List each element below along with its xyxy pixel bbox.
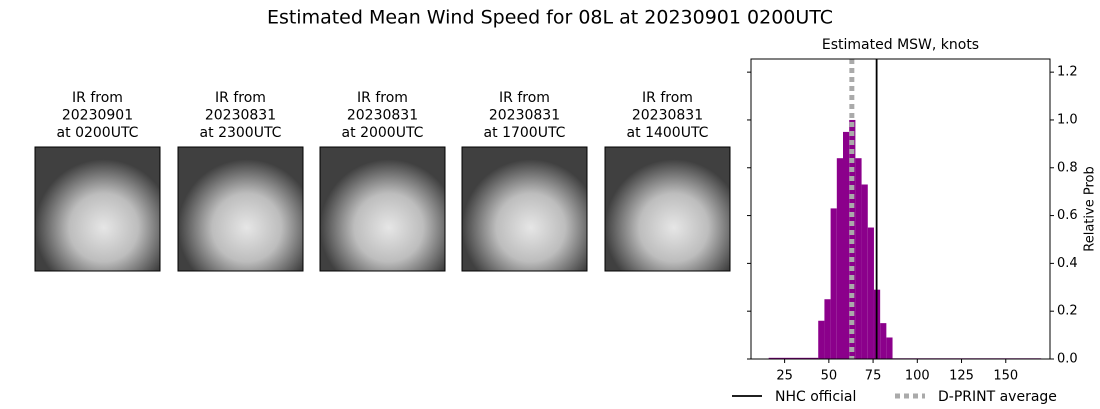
panel-caption: at 1700UTC xyxy=(484,125,566,141)
y-tick-label: 0.4 xyxy=(1057,256,1078,271)
ir-image xyxy=(319,146,446,272)
figure-title: Estimated Mean Wind Speed for 08L at 202… xyxy=(267,7,833,29)
hist-bar xyxy=(855,158,862,359)
panel-caption: IR from xyxy=(357,90,408,106)
ir-image xyxy=(461,146,588,272)
legend-label: D-PRINT average xyxy=(938,389,1057,405)
histogram-chart: Estimated MSW, knots NHC official D-PRINT … xyxy=(732,37,1098,405)
panel-caption: IR from xyxy=(72,90,123,106)
x-tick-label: 150 xyxy=(993,369,1018,384)
hist-bar xyxy=(867,227,874,359)
y-tick-label: 0.2 xyxy=(1057,304,1078,319)
x-tick-label: 25 xyxy=(776,369,793,384)
ir-image xyxy=(604,146,731,272)
panel-caption: at 2000UTC xyxy=(342,125,424,141)
y-tick-label: 1.0 xyxy=(1057,112,1078,127)
x-tick-label: 125 xyxy=(949,369,974,384)
ir-image xyxy=(177,146,304,272)
x-tick-label: 50 xyxy=(821,369,838,384)
panel-caption: at 0200UTC xyxy=(57,125,139,141)
hist-bar xyxy=(880,323,887,359)
y-axis-label: Relative Prob xyxy=(1083,166,1098,251)
hist-bar xyxy=(861,184,868,359)
panel-caption: IR from xyxy=(642,90,693,106)
panel-caption: at 2300UTC xyxy=(200,125,282,141)
hist-bar xyxy=(836,158,843,359)
panel-caption: IR from xyxy=(215,90,266,106)
hist-bar xyxy=(818,320,825,359)
panel-caption: 20230831 xyxy=(489,108,560,124)
ir-image xyxy=(34,146,161,272)
y-tick-label: 0.6 xyxy=(1057,208,1078,223)
y-tick-label: 1.2 xyxy=(1057,65,1078,80)
hist-bar xyxy=(824,299,831,359)
panel-caption: 20230901 xyxy=(62,108,133,124)
hist-bar xyxy=(830,208,837,359)
panel-caption: IR from xyxy=(499,90,550,106)
panel-caption: 20230831 xyxy=(347,108,418,124)
plot-frame xyxy=(750,58,1051,360)
y-tick-label: 0.0 xyxy=(1057,352,1078,367)
x-tick-label: 75 xyxy=(865,369,882,384)
chart-title: Estimated MSW, knots xyxy=(822,37,979,53)
panel-caption: 20230831 xyxy=(632,108,703,124)
x-tick-label: 100 xyxy=(905,369,930,384)
hist-bar xyxy=(843,131,850,359)
panel-caption: 20230831 xyxy=(205,108,276,124)
legend-label: NHC official xyxy=(775,389,856,405)
y-tick-label: 0.8 xyxy=(1057,160,1078,175)
hist-bar xyxy=(768,357,819,359)
hist-bar xyxy=(886,337,893,359)
panel-caption: at 1400UTC xyxy=(627,125,709,141)
